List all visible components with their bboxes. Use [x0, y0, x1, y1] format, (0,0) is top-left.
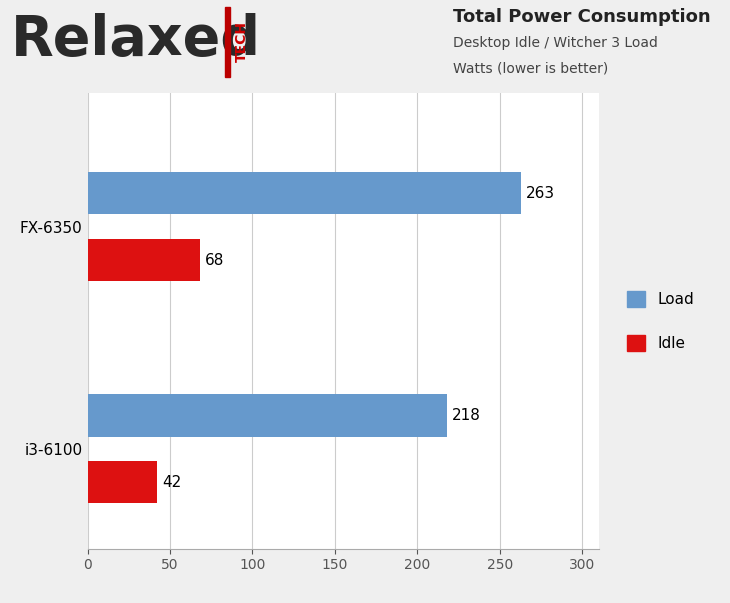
- Text: 218: 218: [452, 408, 481, 423]
- Text: Watts (lower is better): Watts (lower is better): [453, 62, 608, 75]
- Text: Total Power Consumption: Total Power Consumption: [453, 8, 710, 26]
- Text: 42: 42: [162, 475, 181, 490]
- Bar: [88, 394, 447, 437]
- Text: Desktop Idle / Witcher 3 Load: Desktop Idle / Witcher 3 Load: [453, 36, 658, 50]
- Bar: [88, 172, 521, 215]
- Bar: [88, 239, 200, 281]
- Text: Relaxed: Relaxed: [11, 13, 261, 67]
- Text: 263: 263: [526, 186, 556, 201]
- Bar: [225, 7, 230, 77]
- Bar: [88, 461, 157, 503]
- Text: 68: 68: [204, 253, 224, 268]
- Text: TECH: TECH: [235, 21, 249, 62]
- Legend: Load, Idle: Load, Idle: [626, 291, 694, 351]
